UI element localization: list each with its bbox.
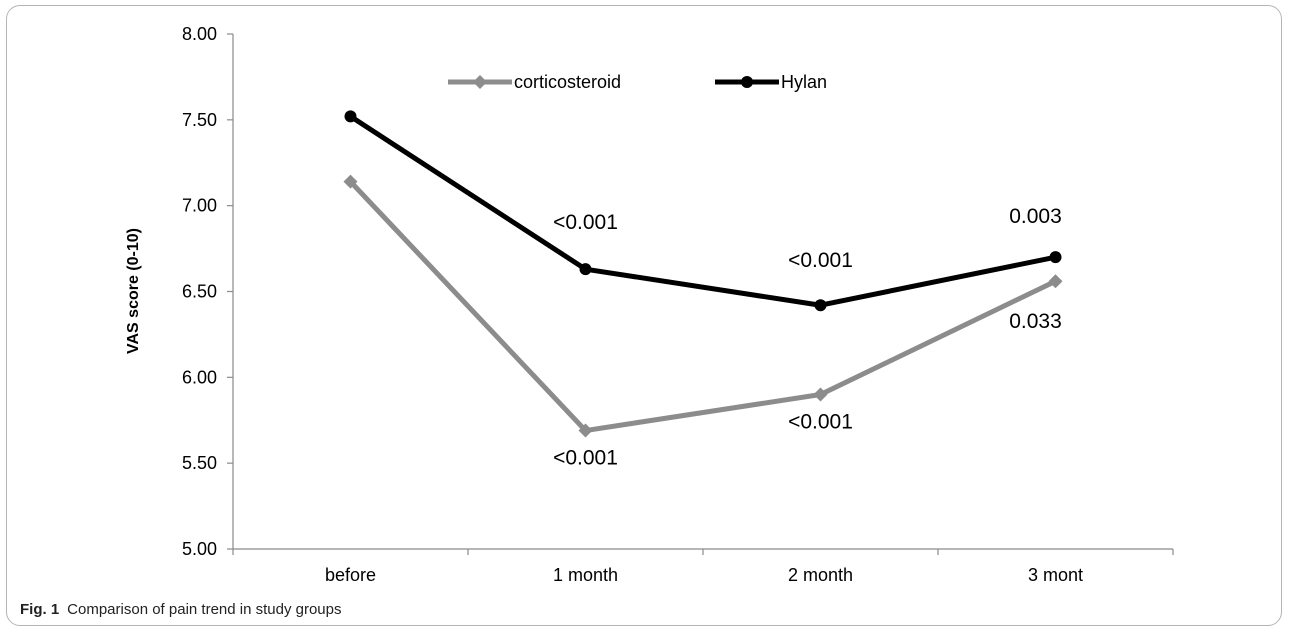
series-line (349, 114, 1057, 308)
legend-item-corticosteroid: corticosteroid (448, 72, 621, 92)
legend-label: corticosteroid (514, 72, 621, 92)
y-axis-label: VAS score (0-10) (125, 228, 142, 354)
data-point (343, 174, 358, 189)
y-tick-label: 6.00 (182, 367, 217, 387)
data-point (579, 263, 592, 276)
legend-marker (473, 75, 487, 89)
x-tick-label: before (325, 565, 376, 585)
x-tick-label: 3 mont (1028, 565, 1083, 585)
y-tick-label: 6.50 (182, 282, 217, 302)
data-point (1048, 274, 1063, 289)
data-label: <0.001 (553, 211, 618, 234)
series-corticosteroid: <0.001 <0.001 0.033 (343, 174, 1063, 470)
data-point (1049, 251, 1062, 264)
caption-text: Comparison of pain trend in study groups (67, 601, 342, 618)
data-label: <0.001 (788, 411, 853, 434)
figure-label: Fig. 1 (20, 601, 60, 618)
y-tick-label: 7.00 (182, 196, 217, 216)
y-tick-label: 5.00 (182, 539, 217, 559)
y-ticks: 5.00 5.50 6.00 6.50 7.00 7.50 8.00 (182, 24, 233, 559)
figure-frame (6, 5, 1282, 626)
y-axis: 5.00 5.50 6.00 6.50 7.00 7.50 8.00 VAS score (… (125, 24, 234, 559)
legend-marker (741, 76, 753, 88)
y-tick-label: 8.00 (182, 24, 217, 44)
data-label: <0.001 (553, 447, 618, 470)
data-point (578, 423, 593, 438)
x-tick-label: 2 month (788, 565, 853, 585)
y-tick-label: 7.50 (182, 110, 217, 130)
series-layer: <0.001 <0.001 0.033 <0.001 <0.001 0.003 (343, 110, 1063, 470)
series-line (348, 179, 1057, 434)
data-point (813, 387, 828, 402)
data-label: <0.001 (788, 249, 853, 272)
figure-caption: Fig. 1 Comparison of pain trend in study … (20, 601, 342, 618)
x-axis: before 1 month 2 month 3 mont (232, 548, 1174, 585)
y-tick-label: 5.50 (182, 453, 217, 473)
data-label: 0.033 (1009, 310, 1062, 333)
data-label: 0.003 (1009, 205, 1062, 228)
data-point (344, 110, 357, 123)
legend-item-hylan: Hylan (715, 72, 827, 92)
series-hylan: <0.001 <0.001 0.003 (344, 110, 1062, 312)
legend: corticosteroid Hylan (448, 72, 827, 92)
x-tick-label: 1 month (553, 565, 618, 585)
data-point (814, 299, 827, 312)
legend-label: Hylan (781, 72, 827, 92)
x-ticks: before 1 month 2 month 3 mont (232, 549, 1174, 585)
